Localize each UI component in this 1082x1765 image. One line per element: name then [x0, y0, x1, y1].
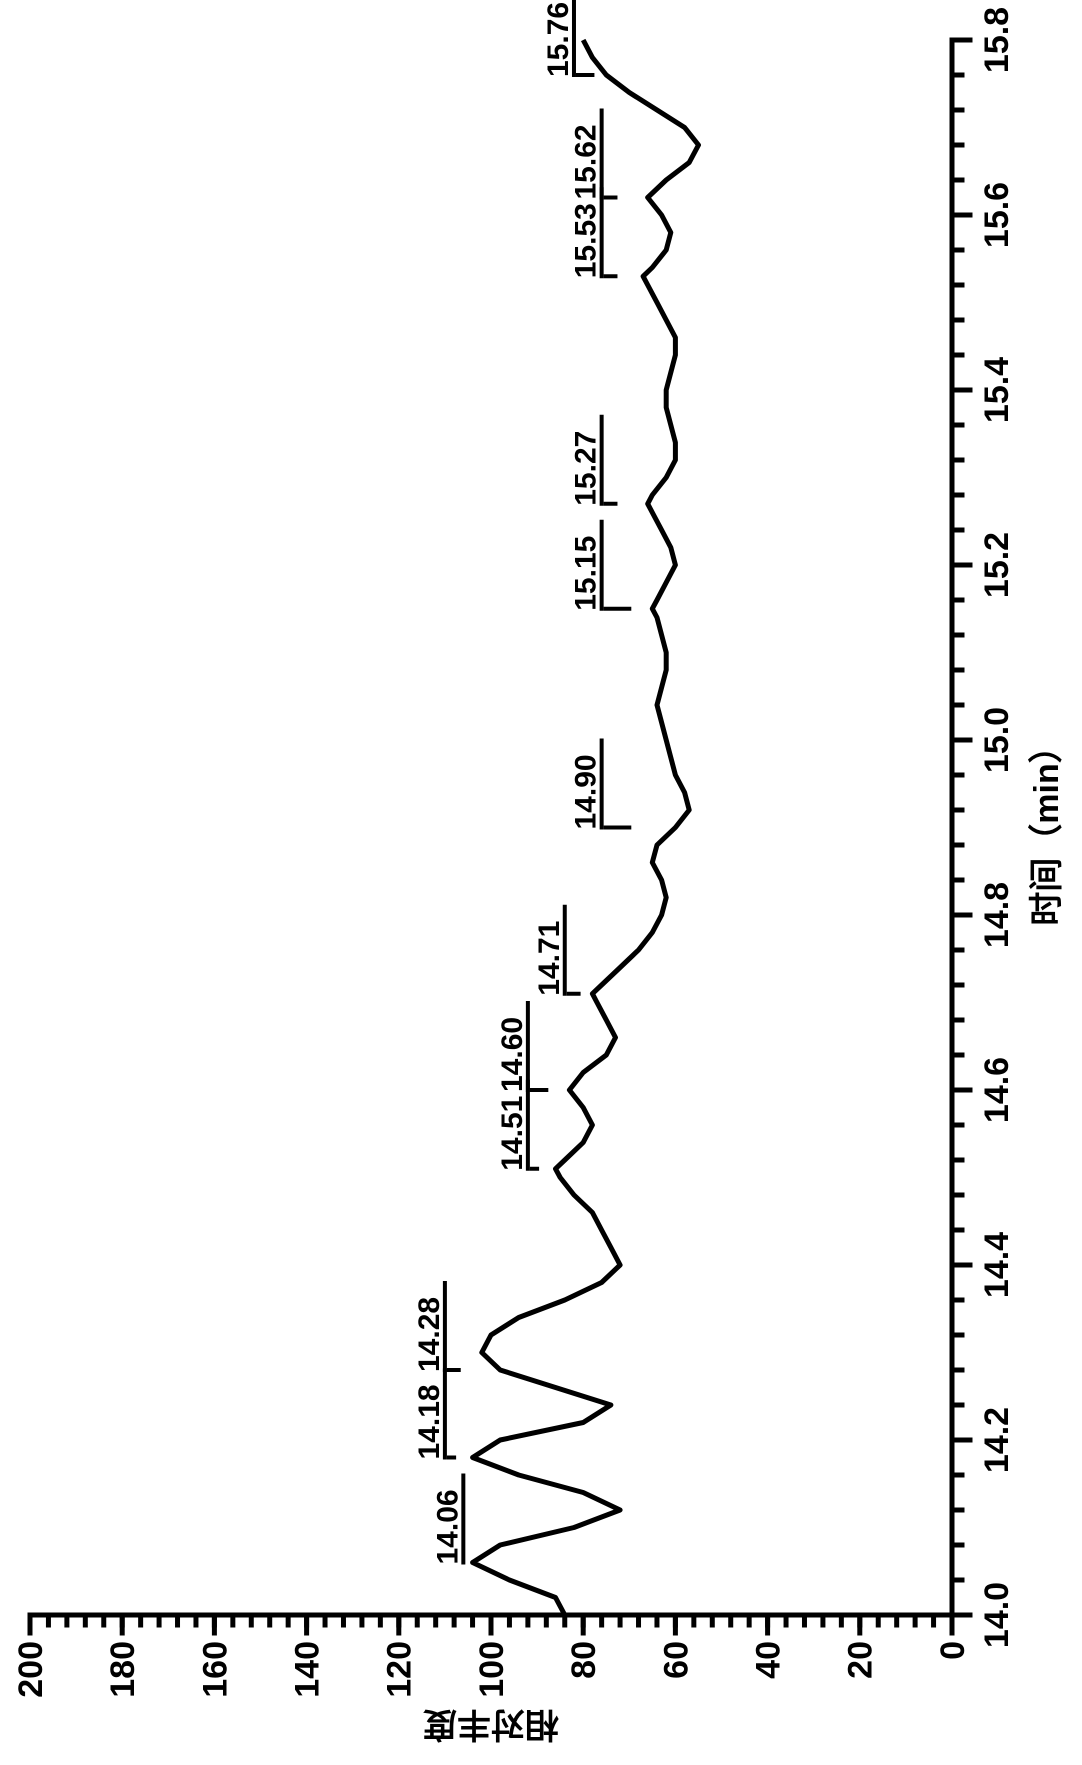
y-tick-label: 20 — [842, 1641, 880, 1679]
peak-label: 14.18 — [413, 1384, 446, 1459]
x-tick-label: 14.6 — [978, 1057, 1016, 1123]
x-tick-label: 14.0 — [978, 1582, 1016, 1648]
x-tick-label: 15.2 — [978, 532, 1016, 598]
x-tick-label: 14.8 — [978, 882, 1016, 948]
x-tick-label: 15.6 — [978, 182, 1016, 248]
y-tick-label: 180 — [104, 1641, 142, 1698]
peak-label: 15.15 — [570, 536, 603, 611]
y-tick-label: 100 — [473, 1641, 511, 1698]
y-axis-label: 相对丰度 — [423, 1705, 559, 1743]
x-axis-label: 时间（min） — [1027, 729, 1066, 925]
peak-label: 15.53 — [570, 203, 603, 278]
peak-label: 15.62 — [570, 124, 603, 199]
y-tick-label: 0 — [934, 1641, 972, 1660]
y-tick-label: 60 — [657, 1641, 695, 1679]
y-tick-label: 80 — [565, 1641, 603, 1679]
y-tick-label: 160 — [196, 1641, 234, 1698]
peak-label: 14.60 — [496, 1017, 529, 1092]
x-tick-label: 15.8 — [978, 7, 1016, 73]
y-tick-label: 140 — [289, 1641, 327, 1698]
peak-label: 14.90 — [570, 754, 603, 829]
y-tick-label: 200 — [12, 1641, 50, 1698]
chromatogram-chart: 14.0 14.2 14.4 14.6 14.8 15.0 15.2 15.4 15.6 15.8… — [0, 0, 1082, 1765]
y-tick-label: 40 — [750, 1641, 788, 1679]
peak-label: 14.51 — [496, 1096, 529, 1171]
peak-label: 14.28 — [413, 1297, 446, 1372]
x-tick-label: 14.4 — [978, 1232, 1016, 1298]
peak-label: 14.06 — [431, 1489, 464, 1564]
peak-label: 14.71 — [533, 921, 566, 996]
x-tick-label: 14.2 — [978, 1407, 1016, 1473]
peak-label: 15.27 — [570, 431, 603, 506]
x-tick-label: 15.4 — [978, 357, 1016, 423]
peak-label: 15.76 — [542, 2, 575, 77]
x-tick-label: 15.0 — [978, 707, 1016, 773]
y-tick-label: 120 — [381, 1641, 419, 1698]
